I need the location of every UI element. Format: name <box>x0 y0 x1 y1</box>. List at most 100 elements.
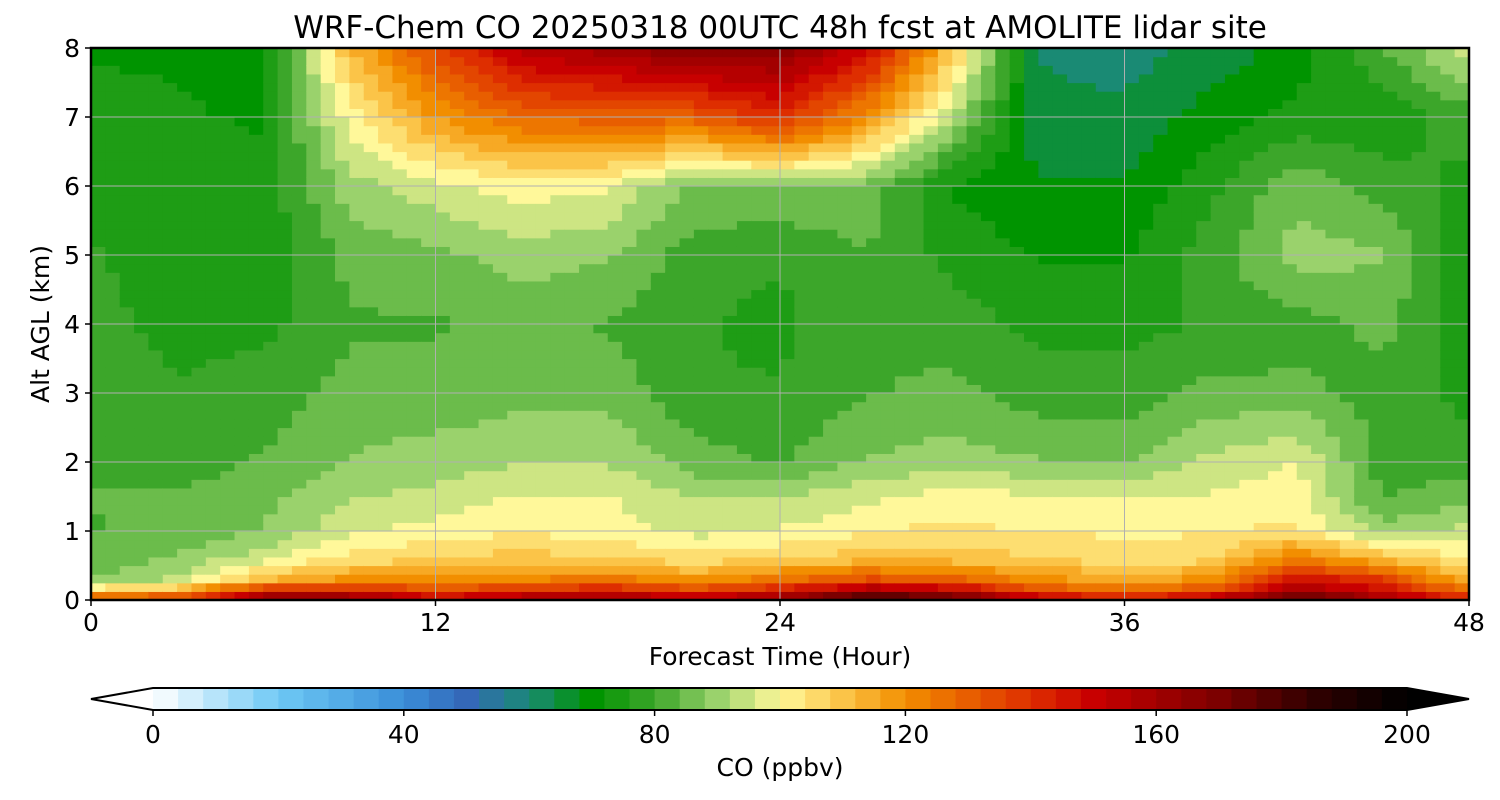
contour-cell <box>234 134 250 144</box>
contour-cell <box>220 349 236 360</box>
contour-cell <box>894 56 910 66</box>
contour-cell <box>234 332 250 342</box>
contour-cell <box>966 48 982 58</box>
contour-cell <box>607 548 623 558</box>
contour-cell <box>464 384 480 394</box>
contour-cell <box>607 384 623 394</box>
contour-cell <box>1052 255 1068 265</box>
contour-cell <box>435 418 451 429</box>
contour-cell <box>1009 427 1025 437</box>
contour-cell <box>650 272 666 282</box>
contour-cell <box>1181 487 1197 498</box>
contour-cell <box>507 436 523 446</box>
contour-cell <box>248 168 264 178</box>
contour-cell <box>392 315 408 325</box>
contour-cell <box>248 341 264 351</box>
contour-cell <box>378 496 394 506</box>
contour-cell <box>1110 332 1126 342</box>
contour-cell <box>220 358 236 368</box>
contour-cell <box>808 436 824 446</box>
contour-cell <box>91 574 106 584</box>
contour-cell <box>837 367 853 377</box>
contour-cell <box>751 65 767 75</box>
contour-cell <box>693 487 709 498</box>
contour-cell <box>119 565 135 575</box>
contour-cell <box>363 358 379 368</box>
contour-cell <box>464 522 480 532</box>
contour-cell <box>378 177 394 187</box>
contour-cell <box>909 384 925 394</box>
contour-cell <box>1024 272 1039 282</box>
contour-cell <box>607 427 623 437</box>
contour-cell <box>320 280 336 291</box>
contour-cell <box>1181 220 1197 230</box>
contour-cell <box>1038 186 1054 196</box>
contour-cell <box>937 263 953 273</box>
contour-cell <box>507 453 523 463</box>
contour-cell <box>550 194 566 204</box>
contour-cell <box>909 470 925 480</box>
contour-cell <box>579 341 594 351</box>
contour-cell <box>105 280 121 291</box>
contour-cell <box>880 470 896 480</box>
contour-cell <box>435 168 451 178</box>
contour-cell <box>751 496 767 506</box>
contour-cell <box>162 151 178 161</box>
contour-cell <box>894 298 910 308</box>
contour-cell <box>363 401 379 411</box>
contour-cell <box>622 289 638 299</box>
contour-cell <box>1138 168 1154 178</box>
contour-cell <box>693 142 709 153</box>
contour-cell <box>1124 505 1140 515</box>
contour-cell <box>894 151 910 161</box>
contour-cell <box>923 229 939 239</box>
contour-cell <box>765 444 781 454</box>
contour-cell <box>1095 194 1111 204</box>
contour-cell <box>1067 73 1083 84</box>
contour-cell <box>708 289 724 299</box>
contour-cell <box>980 591 996 601</box>
contour-cell <box>952 556 968 567</box>
contour-cell <box>1024 513 1039 523</box>
contour-cell <box>966 186 982 196</box>
contour-cell <box>636 513 652 523</box>
contour-cell <box>1167 531 1183 541</box>
contour-cell <box>492 99 508 109</box>
contour-cell <box>363 82 379 92</box>
contour-cell <box>880 65 896 75</box>
contour-cell <box>91 73 106 84</box>
contour-cell <box>722 531 738 541</box>
contour-cell <box>205 65 221 75</box>
contour-cell <box>693 582 709 592</box>
contour-cell <box>521 65 537 75</box>
contour-cell <box>780 513 795 523</box>
contour-cell <box>550 384 566 394</box>
contour-cell <box>966 496 982 506</box>
contour-cell <box>119 99 135 109</box>
contour-cell <box>751 401 767 411</box>
contour-cell <box>937 470 953 480</box>
contour-cell <box>1196 186 1212 196</box>
contour-cell <box>894 565 910 575</box>
contour-cell <box>794 134 810 144</box>
contour-cell <box>105 565 121 575</box>
contour-cell <box>1052 358 1068 368</box>
contour-cell <box>765 574 781 584</box>
contour-cell <box>263 548 279 558</box>
contour-cell <box>320 470 336 480</box>
contour-cell <box>291 125 307 135</box>
contour-cell <box>736 539 752 549</box>
contour-cell <box>980 574 996 584</box>
contour-cell <box>492 65 508 75</box>
contour-cell <box>234 591 250 601</box>
contour-cell <box>177 401 193 411</box>
contour-cell <box>794 211 810 222</box>
contour-cell <box>923 263 939 273</box>
contour-cell <box>636 367 652 377</box>
contour-cell <box>880 73 896 84</box>
contour-cell <box>435 211 451 222</box>
contour-cell <box>263 306 279 316</box>
contour-cell <box>449 203 465 213</box>
contour-cell <box>579 384 594 394</box>
